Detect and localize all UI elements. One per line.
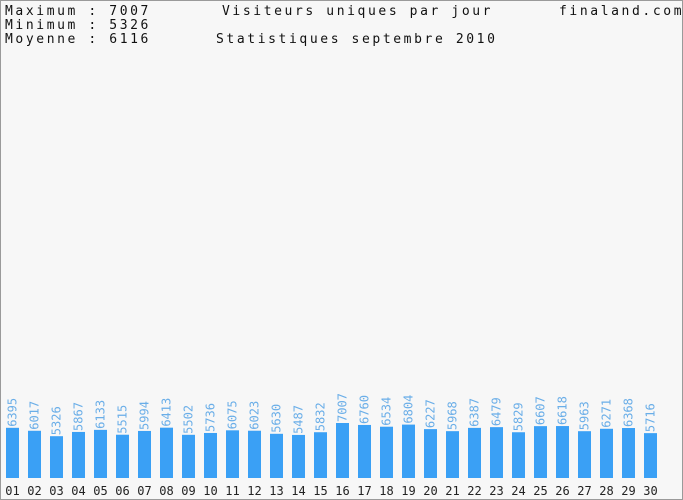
value-label-14: 5487 xyxy=(292,405,306,434)
value-label-20: 6227 xyxy=(424,399,438,428)
bar-04 xyxy=(72,431,85,478)
x-tick-label-16: 16 xyxy=(335,484,349,498)
bar-29 xyxy=(622,428,635,478)
value-label-23: 6479 xyxy=(490,397,504,426)
x-tick-label-12: 12 xyxy=(247,484,261,498)
x-tick-label-25: 25 xyxy=(533,484,547,498)
bar-01 xyxy=(6,427,19,478)
minimum-stat: Minimum : 5326 xyxy=(5,18,151,33)
bar-27 xyxy=(578,431,591,478)
value-label-05: 6133 xyxy=(94,400,108,429)
value-label-06: 5515 xyxy=(116,405,130,434)
bar-20 xyxy=(424,429,437,478)
value-label-07: 5994 xyxy=(138,401,152,430)
chart-subtitle: Statistiques septembre 2010 xyxy=(216,32,498,47)
x-tick-label-03: 03 xyxy=(49,484,63,498)
x-tick-label-21: 21 xyxy=(445,484,459,498)
x-tick-label-08: 08 xyxy=(159,484,173,498)
bar-14 xyxy=(292,434,305,478)
x-tick-label-28: 28 xyxy=(599,484,613,498)
value-label-02: 6017 xyxy=(28,401,42,430)
bar-15 xyxy=(314,432,327,478)
bar-02 xyxy=(28,430,41,478)
average-stat: Moyenne : 6116 xyxy=(5,32,151,47)
bar-22 xyxy=(468,427,481,478)
value-label-12: 6023 xyxy=(248,401,262,430)
bar-28 xyxy=(600,428,613,478)
value-label-17: 6760 xyxy=(358,395,372,424)
x-tick-label-05: 05 xyxy=(93,484,107,498)
x-tick-label-18: 18 xyxy=(379,484,393,498)
value-label-03: 5326 xyxy=(50,406,64,435)
bar-25 xyxy=(534,426,547,478)
value-label-21: 5968 xyxy=(446,401,460,430)
bar-10 xyxy=(204,432,217,478)
value-label-26: 6618 xyxy=(556,396,570,425)
value-label-25: 6607 xyxy=(534,396,548,425)
value-label-13: 5630 xyxy=(270,404,284,433)
bar-09 xyxy=(182,434,195,478)
x-tick-label-11: 11 xyxy=(225,484,239,498)
bar-24 xyxy=(512,432,525,478)
x-tick-label-17: 17 xyxy=(357,484,371,498)
x-tick-label-23: 23 xyxy=(489,484,503,498)
chart-title: Visiteurs uniques par jour xyxy=(222,4,494,19)
x-tick-label-02: 02 xyxy=(27,484,41,498)
value-label-24: 5829 xyxy=(512,402,526,431)
x-tick-label-15: 15 xyxy=(313,484,327,498)
value-label-22: 6387 xyxy=(468,398,482,427)
bar-03 xyxy=(50,436,63,478)
value-label-10: 5736 xyxy=(204,403,218,432)
x-tick-label-20: 20 xyxy=(423,484,437,498)
x-tick-label-13: 13 xyxy=(269,484,283,498)
x-tick-label-04: 04 xyxy=(71,484,85,498)
value-label-15: 5832 xyxy=(314,402,328,431)
x-tick-label-26: 26 xyxy=(555,484,569,498)
bar-16 xyxy=(336,423,349,478)
bar-06 xyxy=(116,434,129,478)
bar-26 xyxy=(556,426,569,478)
value-label-27: 5963 xyxy=(578,401,592,430)
bar-08 xyxy=(160,427,173,478)
bar-23 xyxy=(490,427,503,478)
x-tick-label-29: 29 xyxy=(621,484,635,498)
x-tick-label-22: 22 xyxy=(467,484,481,498)
value-label-09: 5502 xyxy=(182,405,196,434)
bar-07 xyxy=(138,430,151,478)
x-tick-label-06: 06 xyxy=(115,484,129,498)
x-tick-label-10: 10 xyxy=(203,484,217,498)
value-label-19: 6804 xyxy=(402,395,416,424)
bar-13 xyxy=(270,433,283,478)
x-tick-label-19: 19 xyxy=(401,484,415,498)
bar-11 xyxy=(226,430,239,478)
value-label-04: 5867 xyxy=(72,402,86,431)
bar-19 xyxy=(402,424,415,478)
value-label-18: 6534 xyxy=(380,397,394,426)
value-label-30: 5716 xyxy=(644,403,658,432)
x-tick-label-24: 24 xyxy=(511,484,525,498)
value-label-28: 6271 xyxy=(600,399,614,428)
value-label-29: 6368 xyxy=(622,398,636,427)
x-tick-label-30: 30 xyxy=(643,484,657,498)
x-tick-label-14: 14 xyxy=(291,484,305,498)
bar-21 xyxy=(446,431,459,478)
bar-12 xyxy=(248,430,261,478)
x-tick-label-07: 07 xyxy=(137,484,151,498)
bar-18 xyxy=(380,426,393,478)
bar-05 xyxy=(94,429,107,478)
maximum-stat: Maximum : 7007 xyxy=(5,4,151,19)
value-label-08: 6413 xyxy=(160,398,174,427)
x-tick-label-01: 01 xyxy=(5,484,19,498)
value-label-16: 7007 xyxy=(336,393,350,422)
bar-17 xyxy=(358,424,371,478)
bar-30 xyxy=(644,433,657,478)
value-label-11: 6075 xyxy=(226,400,240,429)
x-tick-label-09: 09 xyxy=(181,484,195,498)
value-label-01: 6395 xyxy=(6,398,20,427)
x-tick-label-27: 27 xyxy=(577,484,591,498)
site-name: finaland.com xyxy=(559,4,683,19)
